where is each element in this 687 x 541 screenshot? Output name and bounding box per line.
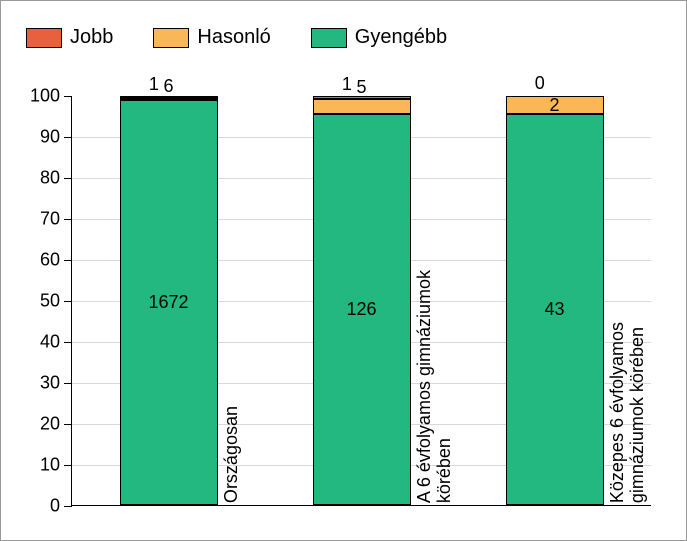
y-axis-label: 40	[40, 332, 60, 353]
plot-area: 0102030405060708090100 167261Országosan1…	[71, 96, 651, 506]
bar-stack: 4320Közepes 6 évfolyamos gimnáziumok kör…	[506, 96, 604, 505]
bar-group: 1672 61 Országosan	[72, 96, 265, 505]
y-tick	[64, 260, 72, 261]
y-tick	[64, 137, 72, 138]
y-tick	[64, 424, 72, 425]
y-tick	[64, 219, 72, 220]
bar-segment-gyengébb: 43	[506, 114, 604, 505]
swatch-gyengebb	[311, 28, 347, 48]
bar-segment-jobb: 1	[120, 96, 218, 98]
segment-value-label: 43	[544, 299, 564, 320]
legend-label: Gyengébb	[355, 26, 447, 49]
segment-value-label: 2	[549, 95, 559, 116]
segment-value-label: 126	[346, 299, 376, 320]
y-tick	[64, 465, 72, 466]
bar-segment-hasonló: 5	[313, 99, 411, 115]
y-axis-label: 90	[40, 127, 60, 148]
bar-segment-gyengébb: 126	[313, 114, 411, 505]
segment-value-label: 1672	[148, 292, 188, 313]
y-axis-label: 0	[50, 496, 60, 517]
segment-value-label: 1	[149, 74, 159, 95]
y-axis-label: 60	[40, 250, 60, 271]
category-label: Országosan	[222, 406, 242, 503]
y-axis-label: 20	[40, 414, 60, 435]
bar-segment-gyengébb: 1672	[120, 100, 218, 505]
y-axis-label: 70	[40, 209, 60, 230]
legend: Jobb Hasonló Gyengébb	[26, 26, 447, 49]
legend-item-gyengebb: Gyengébb	[311, 26, 447, 49]
y-tick	[64, 96, 72, 97]
bar-group: 126 51 A 6 évfolyamos gimnáziumok körében	[265, 96, 458, 505]
bar-segment-jobb: 1	[313, 96, 411, 99]
legend-item-hasonlo: Hasonló	[153, 26, 270, 49]
y-tick	[64, 383, 72, 384]
bar-segment-hasonló: 6	[120, 98, 218, 100]
y-axis-label: 50	[40, 291, 60, 312]
y-axis-label: 80	[40, 168, 60, 189]
y-tick	[64, 342, 72, 343]
y-axis-label: 30	[40, 373, 60, 394]
segment-value-label: 6	[163, 76, 173, 97]
segment-value-label: 1	[342, 74, 352, 95]
segment-value-label: 0	[535, 73, 545, 94]
category-label: Közepes 6 évfolyamos gimnáziumok körében	[608, 322, 648, 503]
bar-segment-hasonló: 2	[506, 96, 604, 114]
chart-container: Jobb Hasonló Gyengébb 010203040506070809…	[0, 0, 687, 541]
y-tick	[64, 178, 72, 179]
y-axis-label: 10	[40, 455, 60, 476]
y-tick	[64, 301, 72, 302]
swatch-jobb	[26, 28, 62, 48]
legend-label: Jobb	[70, 26, 113, 49]
legend-label: Hasonló	[197, 26, 270, 49]
bar-stack: 167261Országosan	[120, 96, 218, 505]
legend-item-jobb: Jobb	[26, 26, 113, 49]
bar-stack: 12651A 6 évfolyamos gimnáziumok körében	[313, 96, 411, 505]
y-axis-label: 100	[30, 86, 60, 107]
segment-value-label: 5	[356, 77, 366, 98]
bars: 167261Országosan12651A 6 évfolyamos gimn…	[72, 96, 651, 505]
y-tick	[64, 506, 72, 507]
bar-group: 4320Közepes 6 évfolyamos gimnáziumok kör…	[458, 96, 651, 505]
category-label: A 6 évfolyamos gimnáziumok körében	[415, 270, 455, 503]
swatch-hasonlo	[153, 28, 189, 48]
